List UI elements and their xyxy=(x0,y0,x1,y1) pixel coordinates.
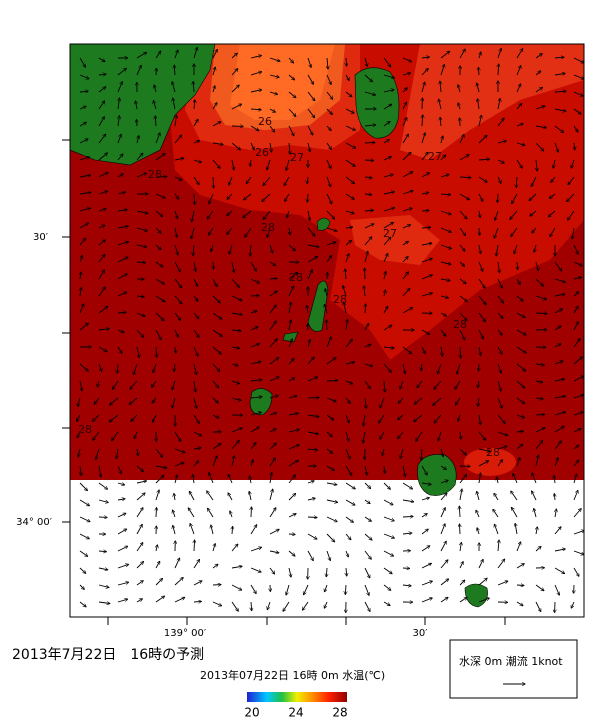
current-arrow xyxy=(194,540,195,551)
contour-label: 28 xyxy=(148,168,162,181)
contour-label: 26 xyxy=(258,115,272,128)
current-arrow xyxy=(422,210,429,211)
colorbar-tick: 20 xyxy=(244,706,259,720)
current-arrow xyxy=(213,262,214,269)
current-arrow xyxy=(459,524,460,534)
legend-text: 水深 0m 潮流 1knot xyxy=(459,654,563,668)
lon-label: 30′ xyxy=(413,628,429,639)
contour-label: 28 xyxy=(486,446,500,459)
current-arrow xyxy=(498,64,499,75)
map-area: 26 26 27 27 28 28 27 28 28 28 28 28 xyxy=(70,44,584,617)
current-arrow xyxy=(156,347,157,357)
lat-label: 30′ xyxy=(33,232,49,243)
current-arrow xyxy=(194,601,201,602)
current-arrow xyxy=(365,142,375,143)
current-arrow xyxy=(365,304,366,313)
contour-label: 27 xyxy=(290,151,304,164)
current-arrow xyxy=(346,58,347,66)
contour-label: 27 xyxy=(428,150,442,163)
current-arrow xyxy=(479,228,480,235)
current-arrow xyxy=(497,194,498,202)
island xyxy=(418,454,457,495)
current-arrow xyxy=(536,414,545,415)
lat-label: 34° 00′ xyxy=(16,517,53,528)
current-arrow xyxy=(232,527,233,534)
colorbar-tick: 28 xyxy=(332,706,347,720)
forecast-title: 2013年7月22日 16時の予測 xyxy=(12,647,204,663)
current-arrow xyxy=(517,585,524,586)
contour-label: 28 xyxy=(261,221,275,234)
contour-label: 27 xyxy=(383,227,397,240)
colorbar xyxy=(247,692,347,702)
current-arrow xyxy=(213,177,214,188)
current-arrow xyxy=(536,313,547,314)
colorbar-tick: 24 xyxy=(288,706,303,720)
current-arrow xyxy=(403,516,413,517)
sea-nodata xyxy=(70,480,584,617)
current-arrow xyxy=(478,67,479,75)
contour-label: 26 xyxy=(255,146,269,159)
legend-box xyxy=(450,640,577,698)
contour-label: 28 xyxy=(289,271,303,284)
current-arrow xyxy=(308,517,317,518)
colorbar-title: 2013年07月22日 16時 0m 水温(℃) xyxy=(200,668,385,682)
lon-label: 139° 00′ xyxy=(164,628,207,639)
contour-label: 28 xyxy=(78,423,92,436)
contour-label: 28 xyxy=(333,293,347,306)
contour-label: 28 xyxy=(453,318,467,331)
current-arrow xyxy=(251,507,252,517)
